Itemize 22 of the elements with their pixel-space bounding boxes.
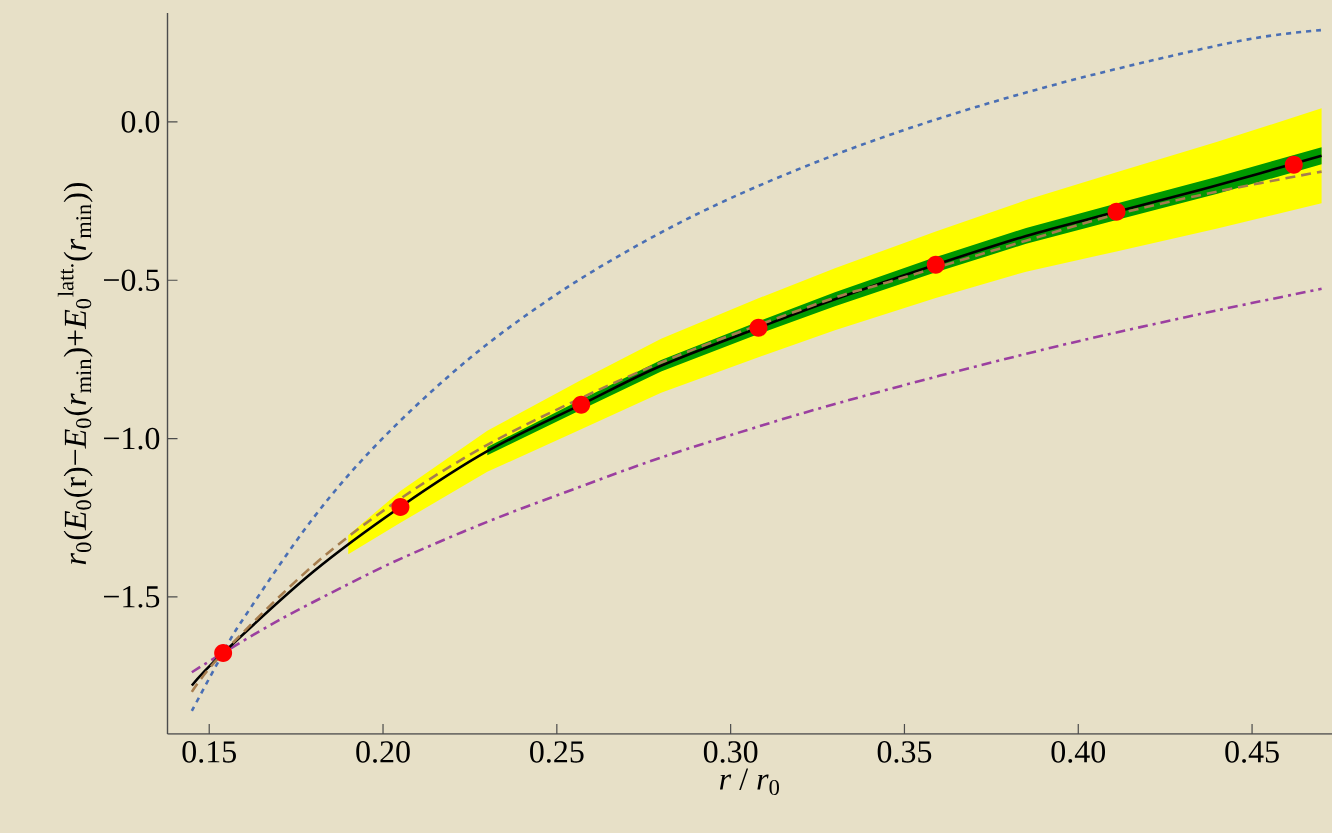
line-series	[190, 287, 1323, 674]
point	[749, 318, 768, 337]
x-tick-label: 0.25	[530, 741, 584, 763]
x-tick-label: 0.40	[1051, 741, 1106, 763]
point	[391, 497, 410, 516]
point	[1284, 155, 1303, 174]
x-axis-title: r / r$_{0}$	[719, 768, 779, 796]
point	[214, 643, 233, 662]
point	[572, 395, 591, 414]
x-tick-label: 0.45	[1225, 741, 1279, 763]
point	[926, 255, 945, 274]
y-tick-label: −1.5	[103, 586, 160, 608]
text: r$_{0}$(E$_{0}$(r)−E$_{0}$(r$_{min}$)+E$_{0}$$^{latt.}$(r$_{min}$))	[57, 182, 93, 565]
x-tick-label: 0.30	[703, 741, 758, 763]
x-tick-label: 0.15	[182, 741, 236, 763]
point	[1107, 202, 1126, 221]
line-series	[190, 28, 1323, 713]
y-tick-label: −1.0	[103, 427, 160, 450]
x-tick-label: 0.20	[356, 741, 410, 763]
y-tick-label: −0.5	[103, 269, 160, 292]
x-tick-label: 0.35	[877, 741, 932, 763]
y-tick-label: 0.0	[121, 111, 160, 133]
